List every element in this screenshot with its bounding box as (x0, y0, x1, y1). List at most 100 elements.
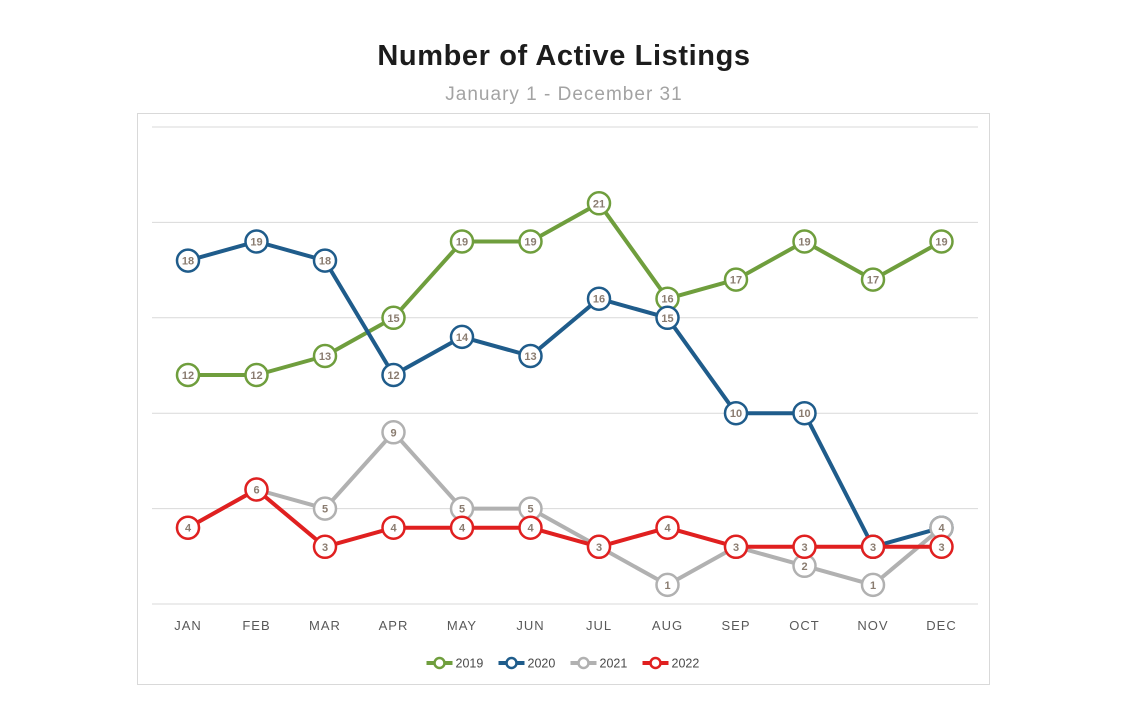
data-point-label: 5 (459, 504, 465, 516)
data-point-marker (723, 267, 749, 292)
data-point-marker (381, 362, 406, 388)
x-axis-label-feb: FEB (242, 618, 270, 633)
data-point-marker (655, 572, 680, 598)
data-point-marker (655, 515, 680, 540)
data-point-marker (929, 534, 954, 560)
data-point-label: 17 (730, 275, 742, 287)
data-point-label: 10 (798, 408, 810, 420)
legend-label: 2022 (672, 657, 700, 671)
data-point-label: 12 (182, 370, 194, 382)
data-point-label: 13 (319, 351, 331, 363)
data-point-marker (312, 534, 338, 560)
x-axis-label-jul: JUL (586, 618, 612, 633)
data-point-marker (860, 534, 886, 560)
data-point-label: 4 (459, 523, 466, 535)
data-point-marker (175, 248, 201, 273)
data-point-label: 13 (524, 351, 536, 363)
plot-panel: 12 12 13 15 19 19 21 16 17 19 17 19 18 19 18 12 14 13 16 15… (137, 113, 990, 685)
data-point-marker (518, 515, 543, 540)
data-point-label: 3 (322, 542, 328, 554)
data-point-label: 21 (593, 198, 605, 210)
data-point-label: 3 (938, 542, 944, 554)
data-point-label: 9 (390, 427, 396, 439)
data-point-marker (312, 248, 338, 273)
legend-marker-icon (577, 656, 590, 670)
data-point-marker (244, 477, 269, 502)
data-point-label: 3 (870, 542, 876, 554)
data-point-label: 4 (527, 523, 534, 535)
x-axis-label-may: MAY (447, 618, 477, 633)
legend-label: 2021 (600, 657, 628, 671)
x-axis-label-oct: OCT (789, 618, 819, 633)
data-point-marker (586, 534, 612, 560)
data-point-marker (723, 534, 749, 560)
data-point-label: 5 (322, 504, 328, 516)
data-point-label: 16 (593, 294, 605, 306)
legend-item-2019: 2019 (426, 656, 484, 671)
legend-label: 2020 (528, 657, 556, 671)
legend-item-2021: 2021 (570, 656, 628, 671)
x-axis-label-dec: DEC (926, 618, 956, 633)
data-point-label: 19 (250, 237, 262, 249)
x-axis-labels: JAN FEB MAR APR MAY JUN JUL AUG SEP OCT NOV DEC (174, 618, 956, 633)
data-point-marker (175, 515, 201, 540)
data-point-marker (449, 229, 475, 254)
data-point-label: 4 (185, 523, 192, 535)
data-point-label: 12 (387, 370, 399, 382)
data-point-label: 19 (935, 237, 947, 249)
series-2022: 4 6 3 4 4 4 3 4 3 3 3 3 (175, 477, 954, 560)
data-point-label: 3 (733, 542, 739, 554)
data-point-marker (860, 267, 886, 292)
data-point-label: 18 (319, 256, 331, 268)
data-point-label: 19 (524, 237, 536, 249)
data-point-label: 12 (250, 370, 262, 382)
data-point-marker (723, 400, 749, 426)
legend-marker-icon (649, 656, 662, 670)
data-point-label: 19 (798, 237, 810, 249)
data-point-marker (860, 572, 886, 598)
data-point-label: 3 (596, 542, 602, 554)
data-point-label: 15 (661, 313, 673, 325)
x-axis-label-jun: JUN (516, 618, 544, 633)
data-point-label: 16 (661, 294, 673, 306)
data-point-marker (381, 305, 406, 331)
data-point-marker (586, 191, 612, 216)
x-axis-label-sep: SEP (721, 618, 750, 633)
data-point-marker (381, 420, 406, 445)
data-point-label: 2 (801, 561, 807, 573)
data-point-marker (244, 229, 269, 254)
legend-marker-icon (505, 656, 518, 670)
chart-title: Number of Active Listings (377, 40, 751, 72)
legend-label: 2019 (456, 657, 484, 671)
data-point-marker (312, 496, 338, 521)
data-point-label: 3 (801, 542, 807, 554)
data-point-marker (586, 286, 612, 311)
data-point-marker (792, 534, 817, 560)
data-point-label: 1 (870, 580, 876, 592)
legend-marker-icon (433, 656, 446, 670)
data-point-label: 15 (387, 313, 399, 325)
data-point-label: 14 (456, 332, 469, 344)
x-axis-label-nov: NOV (857, 618, 888, 633)
legend-item-2022: 2022 (642, 656, 700, 671)
data-point-marker (449, 324, 475, 350)
data-point-marker (312, 343, 338, 369)
data-point-marker (518, 343, 543, 369)
series-line (187, 487, 942, 549)
data-point-marker (381, 515, 406, 540)
data-point-label: 19 (456, 237, 468, 249)
data-point-marker (792, 400, 817, 426)
x-axis-label-jan: JAN (174, 618, 202, 633)
legend-item-2020: 2020 (498, 656, 556, 671)
data-point-label: 4 (664, 523, 671, 535)
data-point-marker (655, 305, 680, 331)
series-2019: 12 12 13 15 19 19 21 16 17 19 17 19 (175, 191, 954, 388)
data-point-marker (449, 515, 475, 540)
data-point-label: 17 (867, 275, 879, 287)
data-point-label: 18 (182, 256, 194, 268)
data-point-marker (929, 229, 954, 254)
data-point-marker (792, 229, 817, 254)
data-point-label: 1 (664, 580, 670, 592)
series-line (188, 201, 943, 377)
legend: 2019 2020 2021 2022 (426, 656, 700, 671)
